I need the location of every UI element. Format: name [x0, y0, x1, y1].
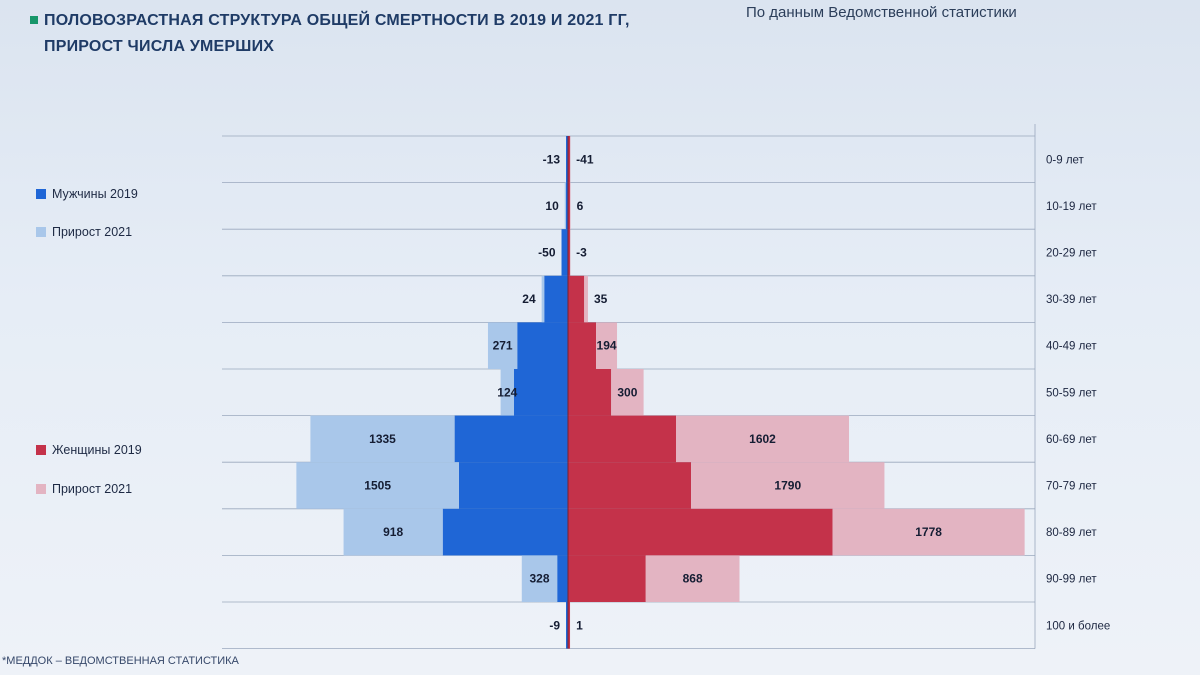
age-group-label: 90-99 лет	[1046, 574, 1097, 586]
bar-men-growth	[487, 322, 518, 369]
data-label-women-growth: -41	[576, 152, 594, 166]
data-label-women-growth: 194	[597, 339, 617, 353]
legend-men-2019: Мужчины 2019	[36, 187, 138, 201]
bar-women-2019	[568, 555, 646, 602]
data-label-women-growth: 35	[594, 292, 608, 306]
age-group-label: 100 и более	[1046, 620, 1110, 632]
legend-women-growth-label: Прирост 2021	[52, 482, 133, 496]
age-group-label: 40-49 лет	[1046, 341, 1097, 353]
slide-title: ПОЛОВОЗРАСТНАЯ СТРУКТУРА ОБЩЕЙ СМЕРТНОСТ…	[44, 8, 684, 60]
legend-men-2019-label: Мужчины 2019	[52, 187, 138, 201]
bar-men-2019	[565, 182, 568, 230]
bar-men-growth	[343, 508, 443, 556]
title-bullet-icon	[30, 16, 38, 24]
bar-women-2019	[568, 136, 571, 183]
legend-men-growth: Прирост 2021	[36, 225, 132, 239]
legend-women-2019: Женщины 2019	[36, 443, 142, 457]
bar-men-2019	[566, 136, 568, 183]
bar-women-2019	[568, 602, 570, 649]
age-group-label: 0-9 лет	[1046, 154, 1085, 166]
data-label-men-growth: -9	[549, 618, 560, 632]
source-note: По данным Ведомственной статистики	[746, 4, 1017, 21]
bar-men-growth	[310, 415, 455, 463]
bar-men-growth	[541, 275, 545, 323]
legend-men-2019-swatch	[36, 189, 46, 199]
bar-women-2019	[568, 369, 612, 416]
legend-women-2019-swatch	[36, 445, 46, 455]
bar-women-growth	[832, 508, 1025, 556]
data-label-women-growth: -3	[576, 246, 587, 260]
age-group-label: 70-79 лет	[1046, 481, 1097, 493]
bar-women-growth	[611, 369, 644, 416]
bar-men-growth	[296, 462, 459, 509]
bar-women-growth	[676, 415, 850, 463]
data-label-men-growth: -50	[538, 246, 556, 260]
bar-women-growth	[596, 322, 618, 369]
bar-men-2019	[458, 462, 568, 509]
data-label-men-growth: 918	[383, 525, 403, 539]
bar-women-growth	[645, 555, 740, 602]
data-label-men-growth: 1505	[364, 479, 391, 493]
bar-men-2019	[566, 602, 568, 649]
bar-women-2019	[568, 229, 571, 276]
age-group-label: 10-19 лет	[1046, 201, 1097, 213]
bar-men-2019	[454, 415, 568, 463]
title-line-2: ПРИРОСТ ЧИСЛА УМЕРШИХ	[44, 38, 275, 55]
data-label-men-growth: 124	[497, 385, 517, 399]
bar-women-2019	[568, 322, 597, 369]
bar-women-growth	[691, 462, 885, 509]
bar-men-2019	[442, 508, 568, 556]
bar-women-2019	[568, 462, 692, 509]
title-line-1: ПОЛОВОЗРАСТНАЯ СТРУКТУРА ОБЩЕЙ СМЕРТНОСТ…	[44, 12, 630, 29]
bar-men-2019	[544, 275, 568, 323]
data-label-men-growth: 328	[529, 572, 549, 586]
legend-women-growth: Прирост 2021	[36, 482, 132, 496]
data-label-men-growth: -13	[543, 152, 561, 166]
bar-women-2019	[568, 508, 833, 556]
bar-men-growth	[564, 182, 566, 230]
bar-women-2019	[568, 182, 570, 230]
data-label-men-growth: 1335	[369, 432, 396, 446]
age-group-label: 30-39 лет	[1046, 294, 1097, 306]
data-label-women-growth: 1602	[749, 432, 776, 446]
data-label-women-growth: 6	[577, 199, 584, 213]
bar-men-growth	[521, 555, 558, 602]
legend-men-growth-swatch	[36, 227, 46, 237]
data-label-women-growth: 868	[683, 572, 703, 586]
legend-women-growth-swatch	[36, 484, 46, 494]
bar-men-2019	[557, 555, 568, 602]
data-label-men-growth: 24	[522, 292, 536, 306]
bar-women-2019	[568, 275, 585, 323]
age-group-label: 60-69 лет	[1046, 434, 1097, 446]
bar-men-2019	[561, 229, 568, 276]
age-group-label: 20-29 лет	[1046, 248, 1097, 260]
bar-women-growth	[584, 275, 588, 323]
bar-men-growth	[500, 369, 514, 416]
footer-note: *МЕДДОК – ВЕДОМСТВЕННАЯ СТАТИСТИКА	[2, 655, 239, 667]
data-label-women-growth: 1790	[774, 479, 801, 493]
data-label-men-growth: 10	[545, 199, 559, 213]
bar-men-2019	[517, 322, 568, 369]
data-label-men-growth: 271	[493, 339, 513, 353]
data-label-women-growth: 300	[617, 385, 637, 399]
bar-women-growth	[570, 182, 571, 230]
legend-men-growth-label: Прирост 2021	[52, 225, 133, 239]
age-group-label: 80-89 лет	[1046, 527, 1097, 539]
legend-women-2019-label: Женщины 2019	[52, 443, 142, 457]
bar-men-2019	[514, 369, 568, 416]
age-group-label: 50-59 лет	[1046, 387, 1097, 399]
data-label-women-growth: 1778	[915, 525, 942, 539]
data-label-women-growth: 1	[576, 618, 583, 632]
bar-women-2019	[568, 415, 676, 463]
